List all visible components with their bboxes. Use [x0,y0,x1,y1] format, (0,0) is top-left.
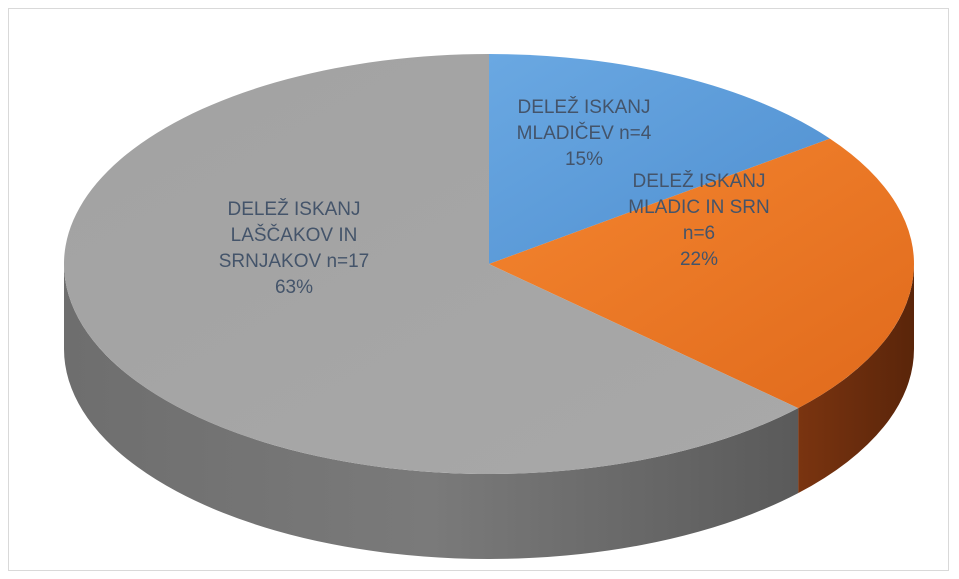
slice-mladic-in-srn-label: DELEŽ ISKANJ MLADIC IN SRN n=6 22% [628,169,769,273]
slice-mladic-in-srn-label-line: n=6 [682,223,716,244]
slice-mladicev [489,54,830,264]
slice-mladic-in-srn-side [798,264,914,494]
slice-lascakov-in-srnjakov-label-line: LAŠČAKOV IN [230,225,358,246]
slice-mladic-in-srn-label-line: 22% [679,249,719,270]
slice-lascakov-in-srnjakov [63,54,799,474]
slice-lascakov-in-srnjakov-side [64,264,799,559]
slice-mladicev-label-line: 15% [564,149,604,170]
slice-lascakov-in-srnjakov-label-line: DELEŽ ISKANJ [227,199,361,220]
slice-lascakov-in-srnjakov-label: DELEŽ ISKANJ LAŠČAKOV IN SRNJAKOV n=17 63% [219,197,370,301]
slice-mladicev-label: DELEŽ ISKANJ MLADIČEV n=4 15% [517,95,652,173]
pie-chart [63,54,914,559]
chart-area: DELEŽ ISKANJ MLADIČEV n=4 15% DELEŽ ISKANJ M… [8,8,949,571]
slice-mladicev-label-line: DELEŽ ISKANJ [517,97,651,118]
slice-mladic-in-srn-label-line: DELEŽ ISKANJ [632,171,766,192]
slice-lascakov-in-srnjakov-label-line: SRNJAKOV n=17 [218,251,370,272]
slice-mladicev-label-line: MLADIČEV n=4 [516,123,652,144]
slice-mladic-in-srn-label-line: MLADIC IN SRN [628,197,770,218]
slice-mladic-in-srn [489,138,914,409]
slice-lascakov-in-srnjakov-label-line: 63% [274,277,314,298]
